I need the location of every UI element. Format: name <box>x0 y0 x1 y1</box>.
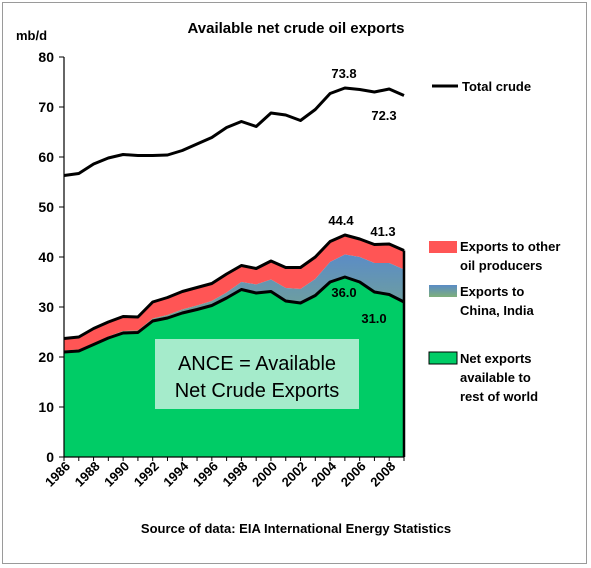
legend-other-line2: oil producers <box>460 258 542 273</box>
x-tick-label: 1988 <box>72 459 103 490</box>
x-tick-label: 1992 <box>131 459 162 490</box>
chart-title: Available net crude oil exports <box>187 20 404 37</box>
ance-callout-box <box>155 339 359 409</box>
y-tick-label: 70 <box>38 99 54 115</box>
legend-swatch-net <box>428 351 458 365</box>
legend-other-line1: Exports to other <box>460 239 560 254</box>
x-ticks: 1986198819901992199419961998200020022004… <box>42 457 405 490</box>
y-tick-label: 40 <box>38 249 54 265</box>
y-tick-label: 20 <box>38 349 54 365</box>
y-ticks: 0 10 20 30 40 50 60 70 80 <box>38 49 64 465</box>
other-producers-outline <box>63 233 405 340</box>
annotation-44-4: 44.4 <box>328 213 354 228</box>
other-producers-area <box>64 235 404 351</box>
annotation-73-8: 73.8 <box>331 66 356 81</box>
legend-china-line2: China, India <box>460 303 534 318</box>
total-crude-series <box>63 86 405 177</box>
net-exports-outline <box>63 275 405 354</box>
x-tick-label: 1994 <box>160 458 192 490</box>
legend-china-line1: Exports to <box>460 284 524 299</box>
x-tick-label: 1990 <box>101 459 132 490</box>
y-tick-label: 30 <box>38 299 54 315</box>
annotation-72-3: 72.3 <box>371 108 396 123</box>
ance-callout-line2: Net Crude Exports <box>175 380 340 402</box>
x-tick-label: 2002 <box>279 459 310 490</box>
total-crude-line <box>63 86 405 177</box>
annotation-41-3: 41.3 <box>370 224 395 239</box>
legend-swatch-china <box>429 285 457 297</box>
y-tick-label: 0 <box>46 449 54 465</box>
x-tick-label: 2008 <box>367 459 398 490</box>
y-axis-label: mb/d <box>16 28 47 43</box>
y-tick-label: 50 <box>38 199 54 215</box>
x-tick-label: 2000 <box>249 459 280 490</box>
legend-net-line2: available to <box>460 370 531 385</box>
china-india-area <box>64 254 404 352</box>
annotation-31-0: 31.0 <box>361 311 386 326</box>
legend-total-label: Total crude <box>462 79 531 94</box>
y-tick-label: 10 <box>38 399 54 415</box>
x-tick-label: 2006 <box>338 459 369 490</box>
x-tick-label: 1996 <box>190 459 221 490</box>
source-note: Source of data: EIA International Energy… <box>141 521 451 536</box>
x-tick-label: 2004 <box>308 458 340 490</box>
legend-swatch-other <box>429 241 457 253</box>
legend-net-line1: Net exports <box>460 351 532 366</box>
y-tick-label: 60 <box>38 149 54 165</box>
y-tick-label: 80 <box>38 49 54 65</box>
ance-callout-line1: ANCE = Available <box>178 353 336 375</box>
legend-net-line3: rest of world <box>460 389 538 404</box>
x-tick-label: 1998 <box>219 459 250 490</box>
annotation-36-0: 36.0 <box>331 285 356 300</box>
